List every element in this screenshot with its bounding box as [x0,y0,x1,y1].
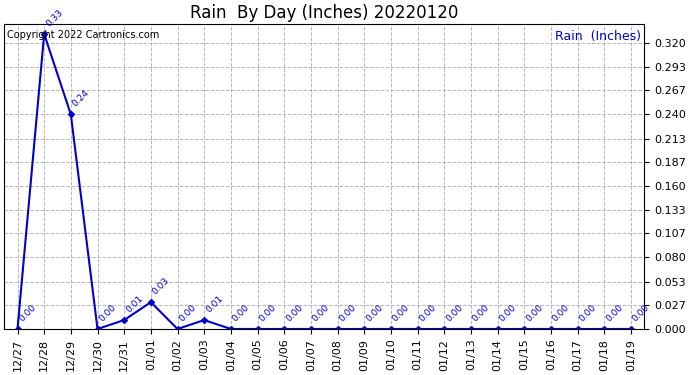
Text: 0.01: 0.01 [124,294,145,315]
Text: 0.01: 0.01 [204,294,225,315]
Text: 0.00: 0.00 [417,303,438,323]
Text: 0.00: 0.00 [257,303,278,323]
Text: 0.00: 0.00 [284,303,305,323]
Text: 0.33: 0.33 [44,8,65,28]
Text: 0.00: 0.00 [231,303,251,323]
Text: 0.00: 0.00 [337,303,358,323]
Text: 0.03: 0.03 [151,276,171,297]
Text: 0.00: 0.00 [17,303,38,323]
Text: 0.00: 0.00 [391,303,411,323]
Text: 0.00: 0.00 [97,303,118,323]
Text: 0.00: 0.00 [524,303,545,323]
Text: 0.00: 0.00 [578,303,598,323]
Text: Copyright 2022 Cartronics.com: Copyright 2022 Cartronics.com [8,30,159,40]
Text: 0.00: 0.00 [631,303,651,323]
Text: 0.00: 0.00 [551,303,571,323]
Text: 0.00: 0.00 [497,303,518,323]
Text: 0.00: 0.00 [471,303,491,323]
Text: 0.24: 0.24 [71,88,91,109]
Text: Rain  (Inches): Rain (Inches) [555,30,641,43]
Text: 0.00: 0.00 [311,303,331,323]
Title: Rain  By Day (Inches) 20220120: Rain By Day (Inches) 20220120 [190,4,458,22]
Text: 0.00: 0.00 [364,303,385,323]
Text: 0.00: 0.00 [177,303,198,323]
Text: 0.00: 0.00 [604,303,625,323]
Text: 0.00: 0.00 [444,303,465,323]
